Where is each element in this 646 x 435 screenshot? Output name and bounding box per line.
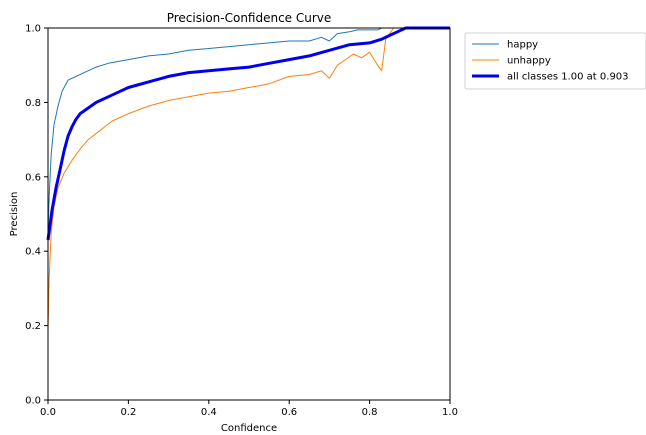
plot-lines [46,26,450,330]
x-tick-label: 0.4 [201,407,217,418]
plot-frame [47,27,451,401]
x-tick-label: 0.2 [120,407,136,418]
legend-box [464,32,646,90]
legend: happy unhappy all classes 1.00 at 0.903 [464,32,646,90]
chart-title: Precision-Confidence Curve [167,11,332,25]
x-tick-label: 0.0 [40,407,56,418]
y-tick-label: 0.4 [25,247,41,258]
y-tick-label: 0.2 [25,321,41,332]
x-axis-label: Confidence [221,423,277,434]
y-axis-ticks: 0.0 0.2 0.4 0.6 0.8 1.0 [25,24,48,407]
series-line-unhappy [47,27,450,330]
series-line-happy [47,27,450,237]
x-tick-label: 1.0 [442,407,458,418]
legend-label: all classes 1.00 at 0.903 [507,72,629,83]
x-tick-label: 0.6 [281,407,297,418]
y-tick-label: 1.0 [25,24,41,35]
series-line-all-classes-1-00-at-0-903 [46,26,450,241]
legend-label: happy [507,40,538,51]
y-axis-label: Precision [9,192,20,237]
x-axis-ticks: 0.0 0.2 0.4 0.6 0.8 1.0 [40,400,458,418]
y-tick-label: 0.8 [25,98,41,109]
legend-label: unhappy [507,56,551,67]
x-tick-label: 0.8 [362,407,378,418]
y-tick-label: 0.0 [25,396,41,407]
y-tick-label: 0.6 [25,172,41,183]
